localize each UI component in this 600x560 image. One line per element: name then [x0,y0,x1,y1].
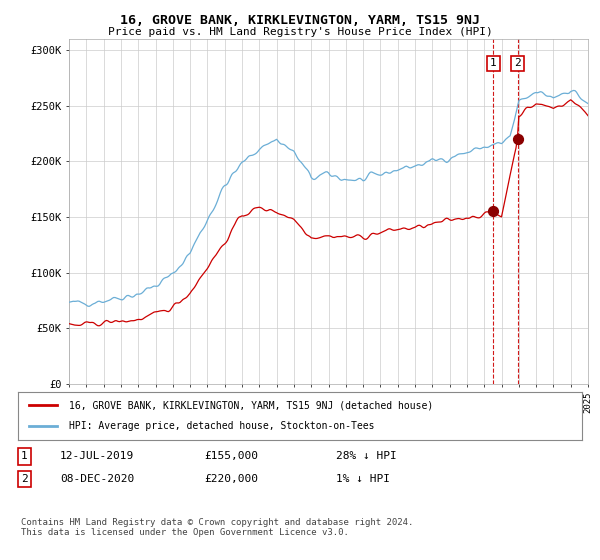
Text: £220,000: £220,000 [204,474,258,484]
Text: HPI: Average price, detached house, Stockton-on-Tees: HPI: Average price, detached house, Stoc… [69,421,374,431]
Point [488,207,498,216]
Text: 28% ↓ HPI: 28% ↓ HPI [336,451,397,461]
Text: 16, GROVE BANK, KIRKLEVINGTON, YARM, TS15 9NJ: 16, GROVE BANK, KIRKLEVINGTON, YARM, TS1… [120,14,480,27]
Text: 1% ↓ HPI: 1% ↓ HPI [336,474,390,484]
Text: Price paid vs. HM Land Registry's House Price Index (HPI): Price paid vs. HM Land Registry's House … [107,27,493,37]
Point [513,135,523,144]
Text: 1: 1 [490,58,497,68]
Text: Contains HM Land Registry data © Crown copyright and database right 2024.
This d: Contains HM Land Registry data © Crown c… [21,518,413,538]
Text: £155,000: £155,000 [204,451,258,461]
Text: 2: 2 [514,58,521,68]
Text: 1: 1 [21,451,28,461]
Text: 12-JUL-2019: 12-JUL-2019 [60,451,134,461]
Text: 08-DEC-2020: 08-DEC-2020 [60,474,134,484]
Text: 2: 2 [21,474,28,484]
Text: 16, GROVE BANK, KIRKLEVINGTON, YARM, TS15 9NJ (detached house): 16, GROVE BANK, KIRKLEVINGTON, YARM, TS1… [69,400,433,410]
